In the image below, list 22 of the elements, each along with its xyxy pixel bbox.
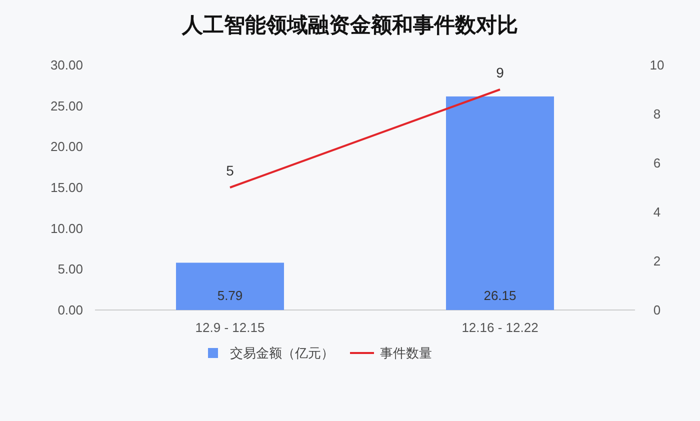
y2-tick-label: 4 [653, 204, 661, 220]
y2-tick-label: 2 [653, 254, 661, 269]
y-tick-label: 15.00 [50, 180, 83, 196]
data-label: 26.15 [484, 288, 516, 303]
y-tick-label: 0.00 [58, 302, 83, 318]
data-label: 5.79 [217, 288, 243, 303]
y2-tick-label: 6 [653, 156, 661, 171]
y-tick-label: 5.00 [58, 262, 83, 277]
x-tick-label: 12.9 - 12.15 [195, 320, 265, 335]
y-tick-label: 30.00 [50, 58, 83, 73]
x-tick-label: 12.16 - 12.22 [462, 320, 538, 335]
y2-tick-label: 8 [653, 106, 661, 122]
y-tick-label: 10.00 [50, 220, 83, 236]
data-label: 9 [496, 64, 504, 80]
legend-label: 事件数量 [380, 346, 432, 361]
data-label: 5 [226, 162, 234, 178]
y2-tick-label: 0 [653, 302, 661, 318]
y-tick-label: 25.00 [50, 98, 83, 114]
y-tick-label: 20.00 [50, 139, 83, 154]
legend-label: 交易金额（亿元） [230, 346, 334, 361]
chart-title: 人工智能领域融资金额和事件数对比 [181, 13, 518, 37]
y2-tick-label: 10 [650, 58, 664, 73]
